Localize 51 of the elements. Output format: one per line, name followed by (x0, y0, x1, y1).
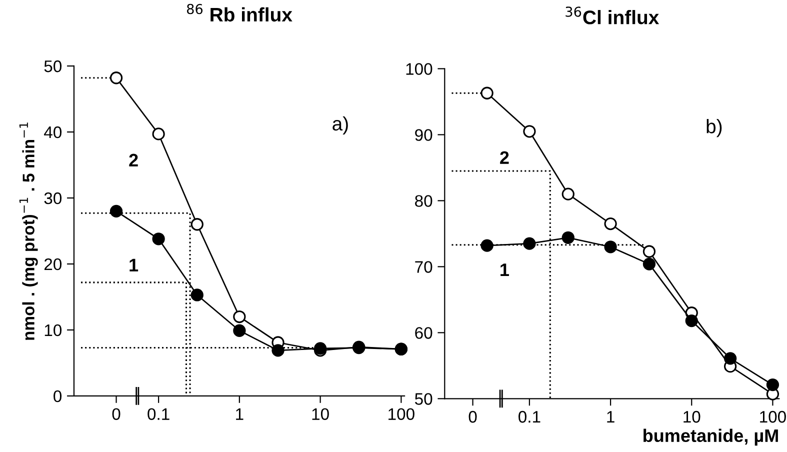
point (480, 239, 494, 252)
point (562, 188, 574, 200)
point (110, 72, 123, 84)
y-tick-label: 100 (406, 63, 432, 75)
y-tick-label: 90 (415, 129, 432, 141)
point (480, 86, 494, 100)
x-tick-label: 10 (312, 408, 329, 420)
point (604, 240, 617, 254)
point (685, 314, 698, 328)
x-tick-label: 0.1 (148, 408, 170, 420)
annotation: 1 (130, 258, 138, 272)
point (233, 324, 246, 337)
y-tick-label: 10 (44, 324, 62, 336)
point (152, 128, 165, 140)
y-tick-label: 30 (44, 192, 62, 204)
annotation: 2 (500, 151, 509, 164)
y-tick-label: 50 (44, 60, 62, 72)
point (562, 231, 574, 244)
annotation: 1 (500, 264, 509, 276)
x-tick-label: 1 (607, 411, 614, 423)
point (152, 232, 165, 246)
y-tick-label: 50 (414, 393, 432, 405)
y-tick-label: 0 (54, 390, 62, 402)
x-axis-title: bumetanide, µM (644, 428, 778, 446)
y-tick-label: 40 (44, 126, 62, 138)
y-tick-label: 80 (415, 195, 432, 207)
chart-title: $^{36}$Cl influx (566, 6, 660, 24)
x-tick-label: 0.1 (518, 410, 540, 423)
point (642, 258, 656, 270)
y-tick-label: 70 (415, 261, 432, 273)
annotation: b) (706, 119, 722, 138)
point (190, 288, 204, 302)
y-tick-label: 20 (44, 258, 62, 270)
x-tick-label: 100 (760, 410, 786, 423)
y-axis-title: nmol . (mg prot)$^{−1}$ . 5 min$^{−1}$ (19, 122, 38, 340)
point (642, 245, 656, 258)
annotation: a) (332, 116, 348, 134)
x-tick-label: 100 (388, 408, 414, 420)
y-tick-label: 60 (415, 327, 432, 339)
x-tick-label: 0 (468, 410, 477, 423)
x-tick-label: 10 (684, 410, 700, 423)
point (766, 378, 780, 392)
point (272, 344, 284, 357)
point (604, 217, 617, 230)
point (110, 204, 123, 218)
x-tick-label: 0 (112, 408, 120, 420)
point (190, 218, 204, 231)
chart-title: $^{86}$ Rb influx (186, 4, 292, 22)
x-tick-label: 1 (236, 408, 244, 420)
point (233, 310, 246, 324)
annotation: 2 (129, 154, 138, 166)
